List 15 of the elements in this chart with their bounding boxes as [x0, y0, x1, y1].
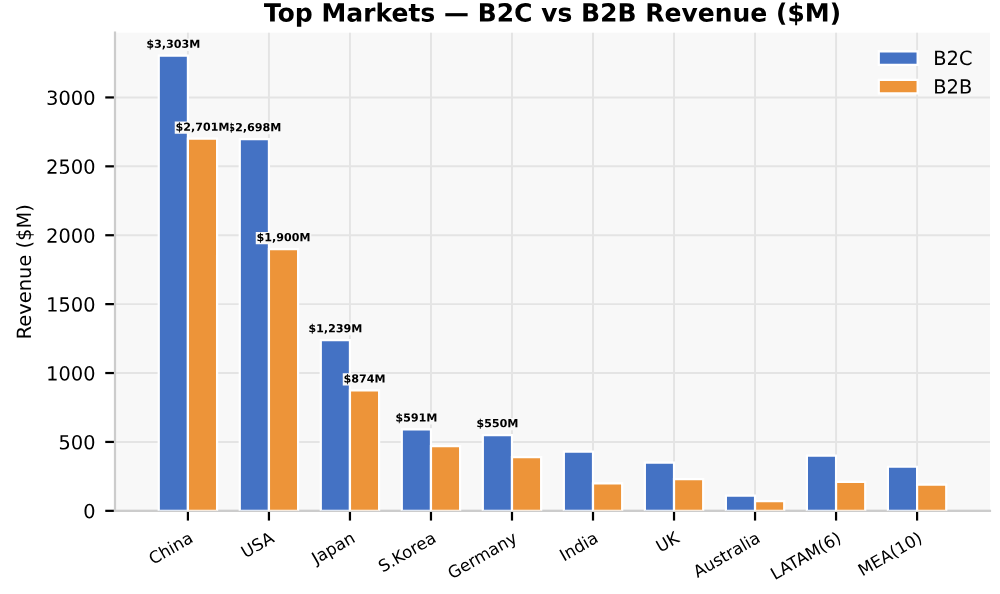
y-tick-label: 1500 — [48, 297, 95, 312]
y-tick-label: 2000 — [47, 228, 95, 243]
x-tick-label: UK — [655, 530, 681, 553]
y-tick-label: 2500 — [47, 159, 95, 174]
chart-title: Top Markets — B2C vs B2B Revenue ($M) — [264, 2, 839, 27]
x-tick-label: India — [559, 531, 599, 562]
legend-label: B2C — [935, 50, 972, 66]
y-tick-label: 3000 — [47, 90, 95, 106]
x-tick-label: China — [147, 531, 194, 565]
y-tick-label: 500 — [59, 434, 95, 450]
y-tick-label: 0 — [84, 503, 95, 519]
y-tick-label: 1000 — [48, 365, 95, 381]
y-axis-title: Revenue ($M) — [16, 205, 34, 338]
x-tick-label: USA — [240, 530, 276, 558]
legend-label: B2B — [935, 79, 971, 94]
